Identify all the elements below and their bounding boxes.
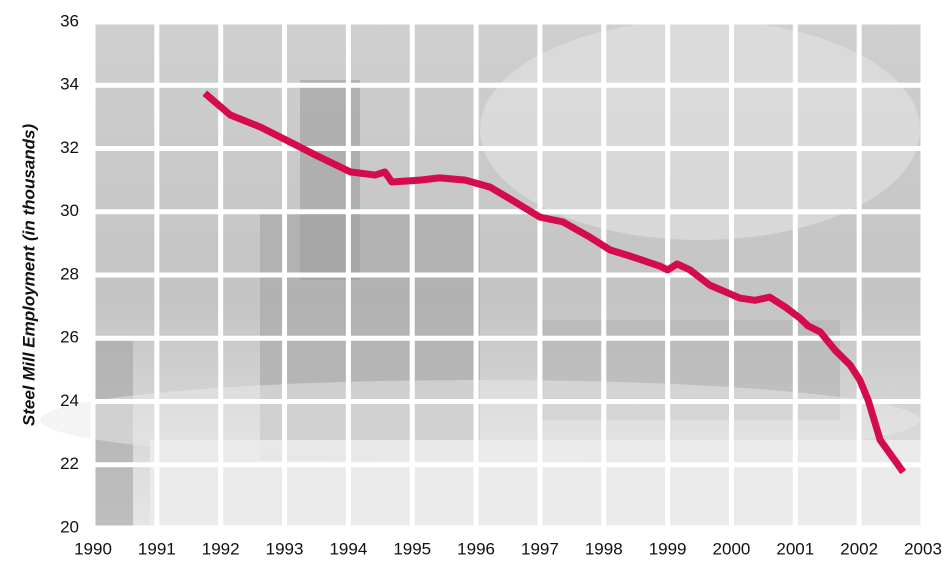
- y-tick-label: 22: [60, 454, 79, 473]
- x-tick-label: 1994: [329, 539, 367, 558]
- x-tick-label: 1999: [649, 539, 687, 558]
- x-tick-label: 1992: [202, 539, 240, 558]
- x-tick-label: 1995: [393, 539, 431, 558]
- y-tick-label: 24: [60, 391, 79, 410]
- y-tick-label: 36: [60, 11, 79, 30]
- x-tick-label: 1998: [585, 539, 623, 558]
- x-tick-label: 2002: [840, 539, 878, 558]
- y-tick-label: 32: [60, 138, 79, 157]
- x-tick-label: 1991: [138, 539, 176, 558]
- x-tick-label: 2001: [776, 539, 814, 558]
- y-tick-label: 30: [60, 201, 79, 220]
- x-tick-label: 2003: [904, 539, 942, 558]
- x-tick-label: 1990: [74, 539, 112, 558]
- y-axis-label: Steel Mill Employment (in thousands): [19, 124, 38, 427]
- chart: Steel Mill Employment (in thousands) 20 2…: [0, 0, 951, 567]
- x-tick-label: 2000: [713, 539, 751, 558]
- y-tick-label: 28: [60, 264, 79, 283]
- x-tick-label: 1997: [521, 539, 559, 558]
- x-tick-label: 1996: [457, 539, 495, 558]
- y-tick-label: 26: [60, 328, 79, 347]
- y-tick-label: 20: [60, 517, 79, 536]
- x-tick-label: 1993: [266, 539, 304, 558]
- y-tick-label: 34: [60, 75, 79, 94]
